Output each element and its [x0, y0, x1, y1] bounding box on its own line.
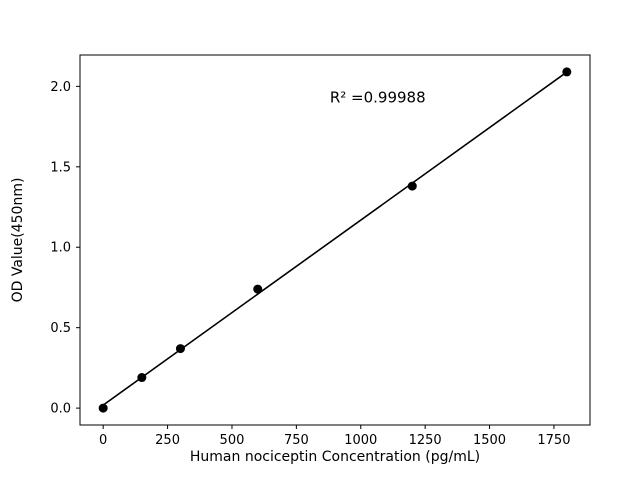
data-point	[98, 403, 108, 413]
plot-area: 0 250 500 750 1000 1250 1500 1750 0.0 0.5 1.0 1.5 2.…	[50, 54, 591, 448]
x-tick-label: 1250	[409, 433, 442, 448]
fit-line	[102, 71, 568, 406]
r-squared-annotation: R² =0.99988	[330, 88, 426, 106]
data-point	[137, 373, 147, 383]
y-axis-label: OD Value(450nm)	[10, 178, 26, 303]
x-tick-label: 250	[155, 433, 180, 448]
y-tick-label: 1.5	[50, 160, 71, 175]
y-tick-label: 1.0	[50, 241, 71, 256]
y-tick-label: 0.0	[50, 402, 71, 417]
data-point	[562, 67, 572, 77]
x-tick-label: 1500	[473, 433, 506, 448]
data-point	[175, 344, 185, 354]
axes-box	[79, 54, 591, 426]
x-tick-label: 0	[99, 433, 107, 448]
x-axis-label: Human nociceptin Concentration (pg/mL)	[190, 449, 480, 465]
data-point	[253, 284, 263, 294]
x-tick-label: 1000	[344, 433, 377, 448]
x-tick-label: 1750	[537, 433, 570, 448]
y-tick-label: 2.0	[50, 80, 71, 95]
y-tick-label: 0.5	[50, 321, 71, 336]
data-point	[407, 181, 417, 191]
x-tick-label: 750	[284, 433, 309, 448]
x-tick-label: 500	[220, 433, 245, 448]
